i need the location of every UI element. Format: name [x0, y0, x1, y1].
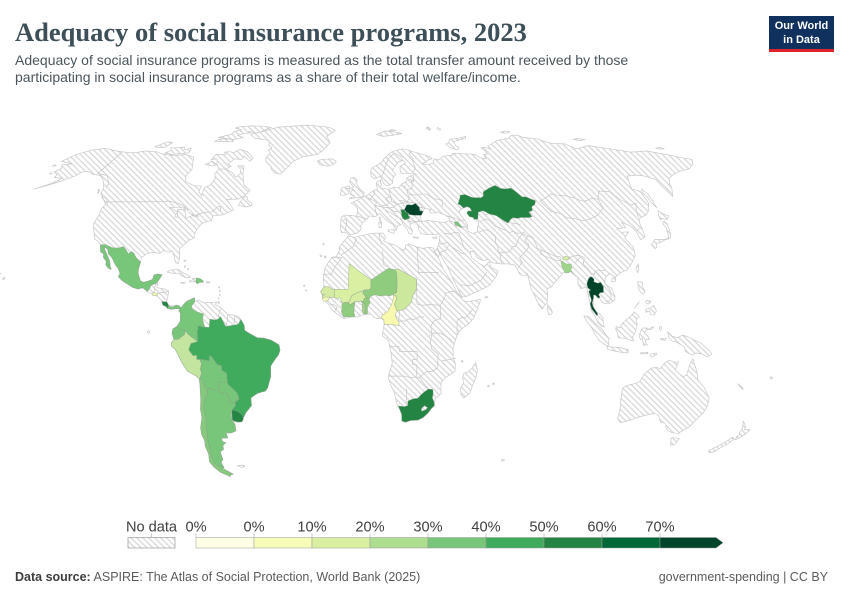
svg-text:20%: 20% [355, 520, 384, 536]
svg-text:0%: 0% [185, 520, 206, 536]
svg-text:50%: 50% [529, 520, 558, 536]
svg-text:No data: No data [126, 520, 178, 536]
svg-text:60%: 60% [587, 520, 616, 536]
svg-text:70%: 70% [645, 520, 674, 536]
svg-text:0%: 0% [243, 520, 264, 536]
svg-text:40%: 40% [471, 520, 500, 536]
svg-text:30%: 30% [413, 520, 442, 536]
svg-text:10%: 10% [297, 520, 326, 536]
